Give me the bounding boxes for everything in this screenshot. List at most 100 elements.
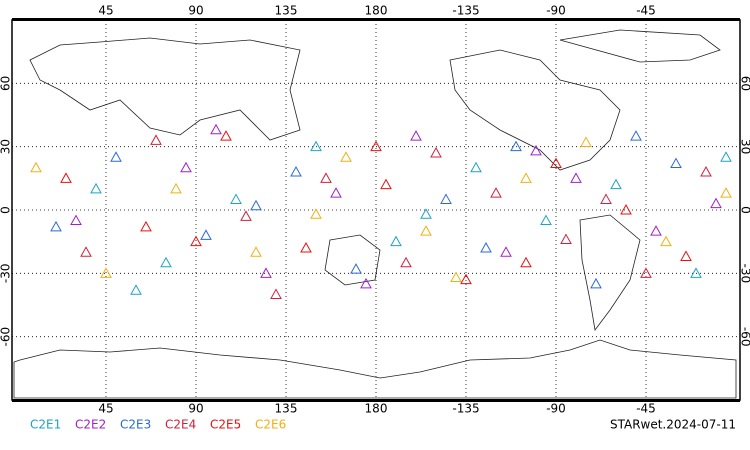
australia (324, 234, 381, 286)
legend-entry: C2E6 (255, 418, 286, 432)
marker (430, 146, 442, 158)
footer-label: STARwet.2024-07-11 (610, 418, 736, 432)
antarctica (13, 339, 737, 399)
south-america (579, 214, 641, 331)
marker (580, 136, 592, 147)
marker (720, 187, 732, 198)
marker (160, 256, 172, 268)
marker (310, 208, 322, 219)
marker (230, 193, 242, 204)
marker (130, 284, 142, 295)
grid (12, 20, 740, 400)
y-tick-label-left: 30 (0, 139, 13, 154)
eurasia (29, 37, 301, 141)
y-tick-label-right: -30 (739, 264, 750, 284)
marker (460, 273, 472, 285)
marker (610, 178, 622, 190)
marker (600, 193, 612, 204)
marker (300, 241, 312, 253)
x-tick-label-top: 180 (365, 4, 388, 18)
marker (140, 220, 152, 232)
legend-entry: C2E1 (30, 418, 61, 432)
y-tick-label-left: -60 (0, 327, 13, 347)
marker (360, 277, 372, 289)
marker (520, 256, 532, 268)
marker (100, 267, 112, 278)
marker (720, 151, 732, 162)
x-tick-label-top: -90 (546, 4, 566, 18)
bottom-border (12, 399, 740, 402)
marker (210, 123, 222, 135)
marker (710, 197, 722, 209)
x-tick-label-bottom: 90 (188, 402, 203, 416)
legend-entry: C2E5 (210, 418, 241, 432)
x-tick-label-bottom: -135 (452, 402, 479, 416)
legend-entry: C2E2 (75, 418, 106, 432)
x-tick-label-bottom: -90 (546, 402, 566, 416)
marker (690, 267, 702, 278)
marker (480, 241, 492, 253)
marker (70, 214, 82, 226)
marker (700, 165, 712, 177)
coastlines (13, 29, 737, 399)
marker (520, 172, 532, 183)
marker (250, 199, 262, 211)
marker (650, 225, 662, 236)
marker (370, 140, 382, 152)
marker (620, 203, 632, 215)
y-tick-label-left: -30 (0, 264, 13, 284)
x-tick-label-top: 135 (275, 4, 298, 18)
x-tick-label-bottom: 135 (275, 402, 298, 416)
marker (320, 172, 332, 183)
x-tick-label-top: -45 (636, 4, 656, 18)
x-tick-label-top: -135 (452, 4, 479, 18)
marker (570, 172, 582, 183)
x-tick-label-bottom: 180 (365, 402, 388, 416)
x-tick-label-top: 45 (98, 4, 113, 18)
marker (190, 235, 202, 247)
marker (80, 246, 92, 257)
marker (310, 140, 322, 152)
marker (500, 246, 512, 257)
marker (680, 250, 692, 261)
marker (490, 187, 502, 198)
marker (220, 130, 232, 141)
marker (390, 235, 402, 247)
marker (420, 225, 432, 236)
marker (350, 263, 362, 274)
marker (540, 214, 552, 226)
marker (180, 161, 192, 173)
marker (260, 267, 272, 278)
top-border (12, 18, 740, 21)
marker (410, 130, 422, 141)
marker (590, 277, 602, 289)
marker (60, 172, 72, 183)
marker (90, 182, 102, 194)
marker (630, 130, 642, 141)
marker (30, 161, 42, 173)
marker (670, 157, 682, 169)
y-tick-label-right: 60 (739, 76, 750, 91)
marker (170, 182, 182, 194)
y-tick-label-right: -60 (739, 327, 750, 347)
marker (200, 229, 212, 240)
north-america (449, 49, 621, 171)
marker (150, 134, 162, 145)
x-tick-label-bottom: 45 (98, 402, 113, 416)
y-tick-label-left: 0 (0, 206, 13, 214)
marker (640, 267, 652, 278)
marker (400, 256, 412, 268)
marker (530, 144, 542, 156)
greenland (559, 29, 721, 63)
marker (450, 271, 462, 283)
legend-entry: C2E3 (120, 418, 151, 432)
x-tick-label-bottom: -45 (636, 402, 656, 416)
marker (340, 151, 352, 162)
marker (50, 220, 62, 232)
marker (560, 233, 572, 245)
marker (470, 161, 482, 173)
marker (420, 208, 432, 219)
marker (270, 288, 282, 299)
